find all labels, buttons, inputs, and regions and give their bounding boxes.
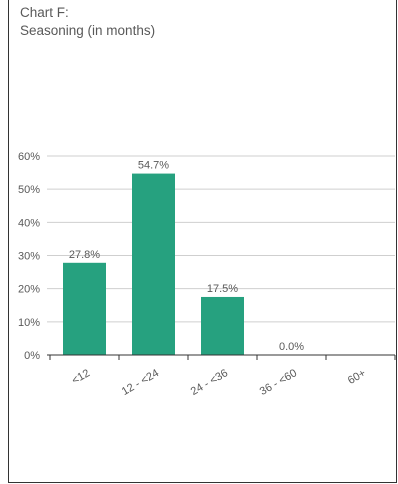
x-tick-label: 12 - <24 <box>120 367 161 398</box>
bar-2 <box>201 296 244 355</box>
y-tick-label: 10% <box>18 317 40 329</box>
data-label: 17.5% <box>207 283 238 295</box>
x-tick-label: 60+ <box>346 367 368 387</box>
x-tick-label: 36 - <60 <box>258 367 299 398</box>
y-tick-label: 0% <box>24 350 40 362</box>
data-label: 54.7% <box>138 160 169 172</box>
data-label: 27.8% <box>69 249 100 261</box>
y-tick-label: 60% <box>18 151 40 163</box>
y-tick-label: 30% <box>18 251 40 263</box>
chart-title-line-1: Chart F: <box>20 5 69 20</box>
y-tick-label: 40% <box>18 217 40 229</box>
bar-0 <box>63 262 106 355</box>
y-tick-label: 50% <box>18 184 40 196</box>
chart-title: Chart F: Seasoning (in months) <box>20 4 155 40</box>
x-tick-label: <12 <box>70 367 92 387</box>
x-tick-label: 24 - <36 <box>189 367 230 398</box>
chart-title-line-2: Seasoning (in months) <box>20 23 156 38</box>
data-label: 0.0% <box>279 341 304 353</box>
bar-1 <box>132 173 175 355</box>
chart-frame <box>8 0 397 483</box>
y-tick-label: 20% <box>18 284 40 296</box>
